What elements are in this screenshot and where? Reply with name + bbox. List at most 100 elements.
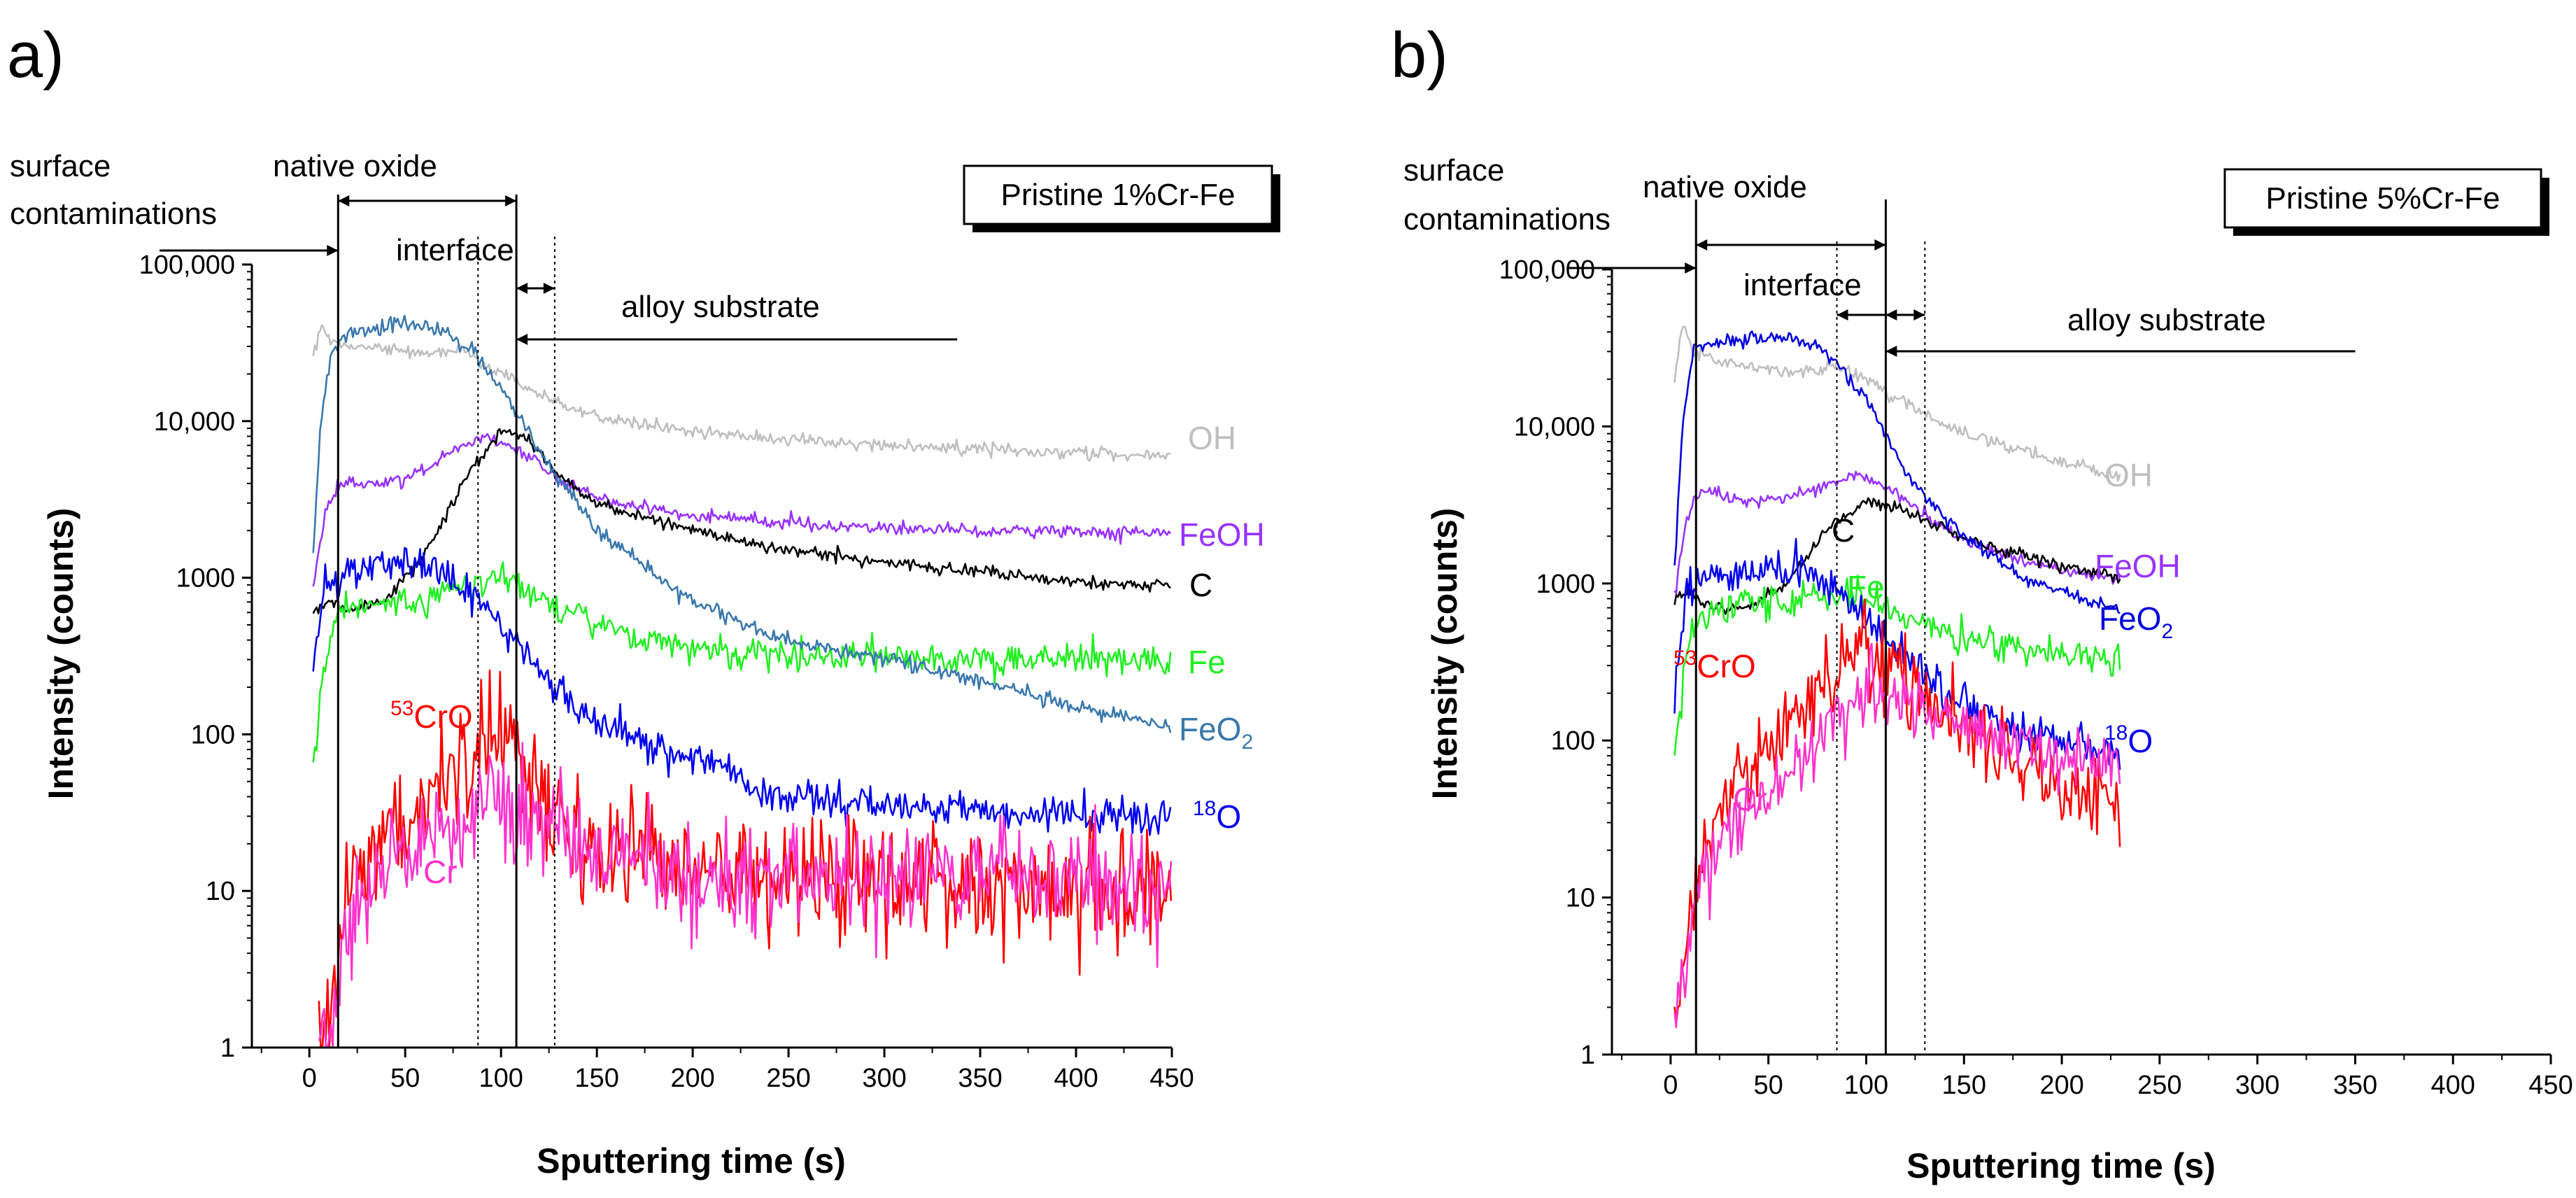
series-label-FeO2: FeO2 — [2099, 600, 2173, 643]
x-tick-label: 100 — [479, 1064, 523, 1093]
series-line-FeOH — [1673, 470, 2121, 595]
x-tick-label: 300 — [2235, 1071, 2279, 1100]
series-label-18O: 18O — [2104, 721, 2153, 759]
arrow-head — [1885, 346, 1897, 357]
panel-a-sample-label: Pristine 1%Cr-Fe — [1001, 178, 1236, 212]
arrow-head — [1837, 309, 1848, 320]
series-label-FeOH: FeOH — [1179, 516, 1265, 553]
arrow-head — [327, 245, 339, 256]
series-line-18O — [312, 547, 1172, 836]
x-tick-label: 450 — [1149, 1064, 1194, 1093]
y-tick-label: 1 — [220, 1034, 235, 1063]
arrow-head — [543, 283, 555, 294]
arrow-head — [1913, 309, 1925, 320]
x-tick-label: 300 — [862, 1064, 906, 1093]
series-line-Cr — [1673, 642, 2121, 1029]
x-tick-label: 0 — [302, 1064, 317, 1093]
panel-b-letter: b) — [1391, 20, 1448, 91]
series-line-FeO2 — [312, 314, 1172, 733]
panel-a-region-labels: surface contaminations native oxide inte… — [10, 149, 820, 324]
series-line-OH — [312, 324, 1171, 463]
x-tick-label: 350 — [958, 1064, 1002, 1093]
x-tick-label: 200 — [670, 1064, 714, 1093]
panel-a-region-oxide: native oxide — [273, 149, 437, 183]
panel-b-series — [1673, 325, 2121, 1029]
panel-a-region-surface-l1: surface — [10, 149, 111, 183]
panel-b-x-title: Sputtering time (s) — [1906, 1146, 2216, 1185]
y-tick-label: 100,000 — [139, 251, 235, 280]
series-label-Fe: Fe — [1188, 644, 1226, 680]
x-tick-label: 250 — [766, 1064, 810, 1093]
arrow-head — [338, 195, 350, 206]
panel-a-region-interface: interface — [396, 233, 514, 267]
panel-a-series-labels: OH FeOH C Fe FeO2 18O 53CrO Cr — [390, 420, 1265, 890]
y-tick-label: 1000 — [176, 564, 235, 593]
series-line-C — [312, 428, 1171, 614]
series-line-FeO2 — [1673, 330, 2121, 614]
y-tick-label: 100 — [1551, 726, 1595, 756]
series-line-Cr — [318, 742, 1173, 1049]
panel-b-sample-label: Pristine 5%Cr-Fe — [2266, 181, 2500, 216]
panel-b-axes: 0 50 100 150 200 250 300 350 400 450 1 10 100 1000 10,… — [1499, 199, 2573, 1100]
x-tick-label: 150 — [1942, 1071, 1986, 1100]
y-tick-label: 10,000 — [154, 407, 235, 437]
panel-b-y-title: Intensity (counts) — [1425, 508, 1464, 800]
series-label-53CrO: 53CrO — [1673, 647, 1756, 684]
arrow-head — [1874, 239, 1886, 251]
x-tick-label: 50 — [1754, 1071, 1783, 1100]
series-label-C: C — [1832, 512, 1855, 549]
x-tick-label: 0 — [1663, 1071, 1678, 1100]
panel-a-series — [312, 314, 1173, 1049]
x-tick-label: 100 — [1844, 1071, 1888, 1100]
panel-a-region-alloy: alloy substrate — [621, 290, 820, 324]
arrow-head — [1696, 239, 1708, 251]
panel-b-region-surface-l2: contaminations — [1403, 202, 1611, 237]
arrow-head — [1885, 309, 1897, 320]
panel-a-sample-box — [963, 164, 1273, 225]
panel-a-region-surface-l2: contaminations — [10, 197, 217, 231]
x-tick-label: 350 — [2333, 1071, 2377, 1100]
arrow-head — [516, 283, 528, 294]
y-tick-label: 100,000 — [1499, 255, 1595, 285]
series-line-FeOH — [312, 432, 1172, 587]
y-tick-label: 1 — [1580, 1041, 1595, 1070]
series-line-53CrO — [1673, 598, 2121, 1024]
series-line-Fe — [1673, 575, 2121, 756]
y-tick-label: 100 — [191, 720, 235, 749]
y-tick-label: 10 — [206, 877, 235, 906]
arrow-head — [516, 334, 528, 345]
x-tick-label: 400 — [2431, 1071, 2475, 1100]
series-line-OH — [1673, 325, 2121, 482]
arrow-head — [1685, 262, 1697, 274]
panel-b-region-interface: interface — [1743, 268, 1862, 302]
panel-a-y-title: Intensity (counts) — [41, 508, 80, 800]
series-label-53CrO: 53CrO — [390, 697, 473, 735]
panel-a-x-title: Sputtering time (s) — [537, 1141, 846, 1181]
x-tick-label: 250 — [2137, 1071, 2181, 1100]
x-tick-label: 50 — [390, 1064, 420, 1093]
panel-b-region-surface-l1: surface — [1403, 153, 1504, 188]
x-tick-label: 400 — [1054, 1064, 1098, 1093]
panel-b-sample-box — [2223, 168, 2542, 229]
series-label-Fe: Fe — [1847, 569, 1885, 605]
y-tick-label: 1000 — [1536, 570, 1595, 599]
x-tick-label: 200 — [2039, 1071, 2083, 1100]
series-label-18O: 18O — [1193, 797, 1241, 835]
y-tick-label: 10,000 — [1514, 412, 1595, 442]
panel-b-region-labels: surface contaminations native oxide inte… — [1403, 153, 2266, 337]
series-label-OH: OH — [1188, 420, 1236, 456]
panel-b-region-alloy: alloy substrate — [2067, 303, 2266, 337]
x-tick-label: 450 — [2528, 1071, 2573, 1100]
panel-b-series-labels: OH FeOH C Fe FeO2 18O 53CrO Cr — [1673, 457, 2181, 817]
series-label-OH: OH — [2104, 457, 2153, 493]
series-label-Cr: Cr — [1733, 781, 1767, 817]
x-tick-label: 150 — [574, 1064, 618, 1093]
series-label-Cr: Cr — [423, 854, 458, 890]
series-label-FeOH: FeOH — [2095, 548, 2181, 584]
panel-a: a) 0 50 100 150 200 250 300 350 400 450 1 10 100 1000… — [7, 20, 1280, 1181]
arrow-head — [505, 195, 517, 206]
panel-b: b) 0 50 100 150 200 250 300 350 400 450 1 10 100 1000… — [1391, 20, 2573, 1185]
panel-a-letter: a) — [7, 20, 64, 91]
series-label-FeO2: FeO2 — [1179, 711, 1253, 754]
